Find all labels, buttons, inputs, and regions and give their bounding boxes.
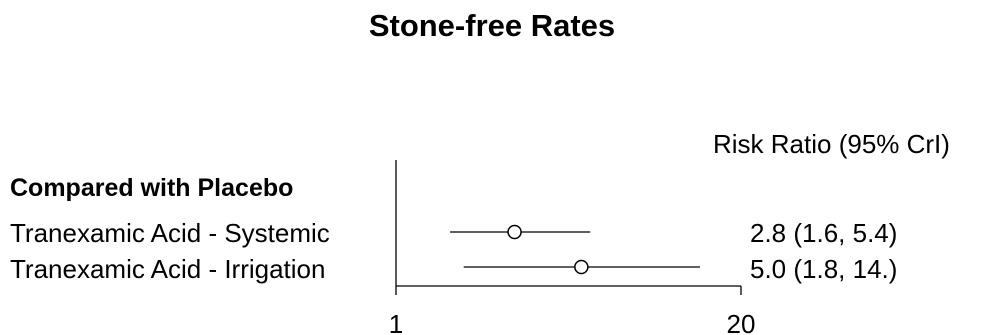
row-label-irrigation: Tranexamic Acid - Irrigation [10,254,326,284]
row-estimate-irrigation: 5.0 (1.8, 14.) [750,254,898,284]
column-header: Risk Ratio (95% CrI) [713,129,950,159]
row-estimate-systemic: 2.8 (1.6, 5.4) [750,218,898,248]
x-tick-label-0: 1 [389,309,403,335]
group-heading: Compared with Placebo [10,174,294,202]
point-estimate-1 [574,259,589,275]
row-label-systemic: Tranexamic Acid - Systemic [10,218,330,248]
point-estimate-0 [507,224,522,240]
x-tick-label-1: 20 [727,309,756,335]
chart-title: Stone-free Rates [368,8,616,43]
